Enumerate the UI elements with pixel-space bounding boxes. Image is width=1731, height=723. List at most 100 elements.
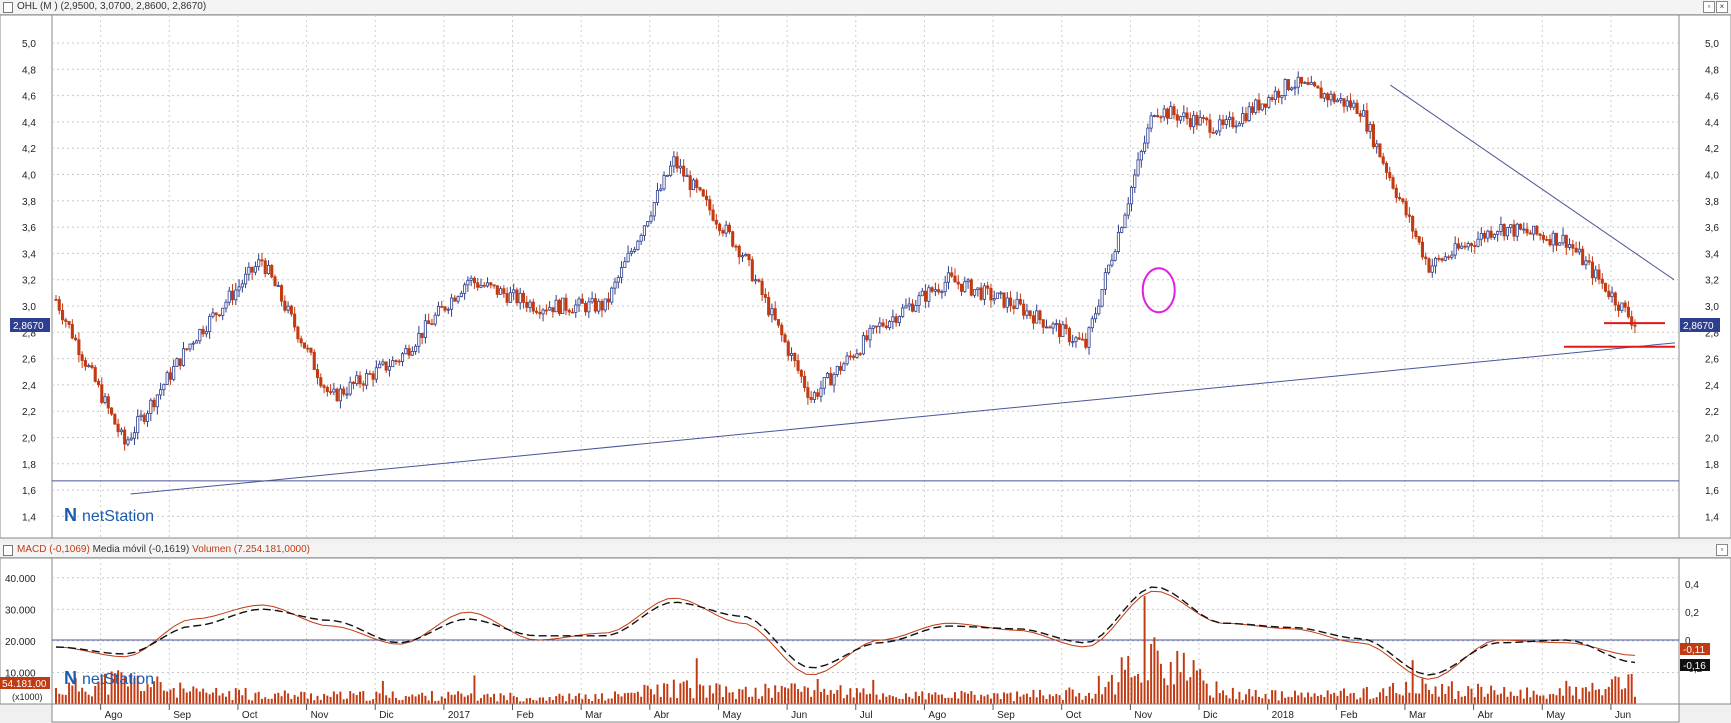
price-tick-left: 2,4 <box>22 381 36 392</box>
volume-bar <box>303 692 306 704</box>
candle-body <box>816 392 820 397</box>
volume-bar <box>1316 695 1319 704</box>
volume-bar <box>1349 693 1352 704</box>
volume-bar <box>296 696 299 704</box>
last-price-label-right: 2,8670 <box>1683 321 1714 332</box>
volume-bar <box>1009 692 1012 704</box>
volume-bar <box>1535 694 1538 704</box>
candle-body <box>283 300 287 311</box>
volume-bar <box>499 693 502 704</box>
candle-body <box>878 322 882 327</box>
volume-bar <box>234 688 237 704</box>
volume-bar <box>767 688 770 704</box>
volume-bar <box>669 697 672 704</box>
candle-body <box>999 292 1003 295</box>
volume-bar <box>1310 696 1313 704</box>
volume-bar <box>793 683 796 704</box>
volume-bar <box>842 698 845 704</box>
volume-bar <box>1414 693 1417 704</box>
candle-body <box>1626 306 1630 318</box>
volume-bar <box>1071 689 1074 704</box>
candle-body <box>348 381 352 395</box>
x-tick-label: Nov <box>311 710 329 721</box>
volume-bar <box>1490 685 1493 704</box>
volume-bar <box>215 687 218 704</box>
price-tick-right: 3,8 <box>1705 197 1719 208</box>
candle-body <box>273 276 277 287</box>
volume-bar <box>1199 668 1202 704</box>
volume-bar <box>113 673 116 704</box>
candle-body <box>1613 292 1617 306</box>
candle-body <box>345 393 349 396</box>
volume-bar <box>1084 695 1087 704</box>
volume-bar <box>205 692 208 704</box>
indicator-menu-icon[interactable] <box>3 545 13 556</box>
candle-body <box>168 372 172 380</box>
restore-icon[interactable]: ▫ <box>1703 1 1715 13</box>
candle-body <box>665 174 669 177</box>
candle-body <box>237 286 241 291</box>
candle-body <box>1087 327 1091 348</box>
price-tick-right: 4,6 <box>1705 92 1719 103</box>
volume-bar <box>496 701 499 704</box>
price-tick-right: 1,4 <box>1705 512 1719 523</box>
volume-bar <box>355 695 358 704</box>
candle-body <box>1558 242 1562 246</box>
candle-body <box>943 281 947 293</box>
candle-body <box>989 287 993 301</box>
candle-body <box>178 358 182 366</box>
candle-body <box>263 260 267 275</box>
volume-bar <box>388 697 391 704</box>
volume-bar <box>1267 699 1270 704</box>
volume-bar <box>960 690 963 704</box>
candle-body <box>1156 115 1160 118</box>
candle-body <box>1437 257 1441 260</box>
volume-bar <box>457 691 460 704</box>
volume-bar <box>398 700 401 704</box>
close-icon[interactable]: × <box>1716 1 1728 13</box>
volume-bar <box>1575 686 1578 704</box>
volume-bar <box>1025 693 1028 704</box>
x-tick-label: Abr <box>1478 710 1494 721</box>
candle-body <box>1342 98 1346 107</box>
volume-bar <box>460 693 463 704</box>
volume-bar <box>192 686 195 704</box>
candle-body <box>1600 278 1604 284</box>
candle-body <box>992 297 996 301</box>
indicator-restore-icon[interactable]: ▫ <box>1716 544 1728 556</box>
candle-body <box>1398 197 1402 200</box>
candle-body <box>1525 228 1529 234</box>
volume-bar <box>1529 697 1532 704</box>
volume-bar <box>394 697 397 704</box>
volume-bar <box>437 700 440 704</box>
candle-body <box>809 397 813 400</box>
volume-bar <box>336 694 339 704</box>
volume-bar <box>267 698 270 704</box>
volume-bar <box>123 676 126 704</box>
price-tick-right: 4,0 <box>1705 171 1719 182</box>
candle-body <box>910 303 915 312</box>
price-tick-left: 3,2 <box>22 276 36 287</box>
volume-bar <box>1117 682 1120 704</box>
volume-bar <box>408 696 411 704</box>
x-tick-label: Mar <box>585 710 603 721</box>
volume-bar <box>169 689 172 704</box>
volume-bar <box>699 684 701 704</box>
volume-bar <box>836 689 839 704</box>
volume-bar <box>555 696 558 704</box>
candle-body <box>577 298 581 306</box>
pane-menu-icon[interactable] <box>3 2 13 13</box>
volume-bar <box>924 699 927 704</box>
candle-body <box>940 291 944 294</box>
volume-bar <box>1159 663 1162 704</box>
candle-body <box>770 308 774 316</box>
candle-body <box>639 235 643 242</box>
macd-tag <box>1680 643 1710 655</box>
volume-bar <box>100 677 103 704</box>
candle-body <box>740 255 745 258</box>
volume-bar <box>130 673 133 704</box>
signal-line <box>55 586 1635 676</box>
macd-tag-label: -0,11 <box>1683 645 1705 656</box>
candle-body <box>672 156 676 167</box>
